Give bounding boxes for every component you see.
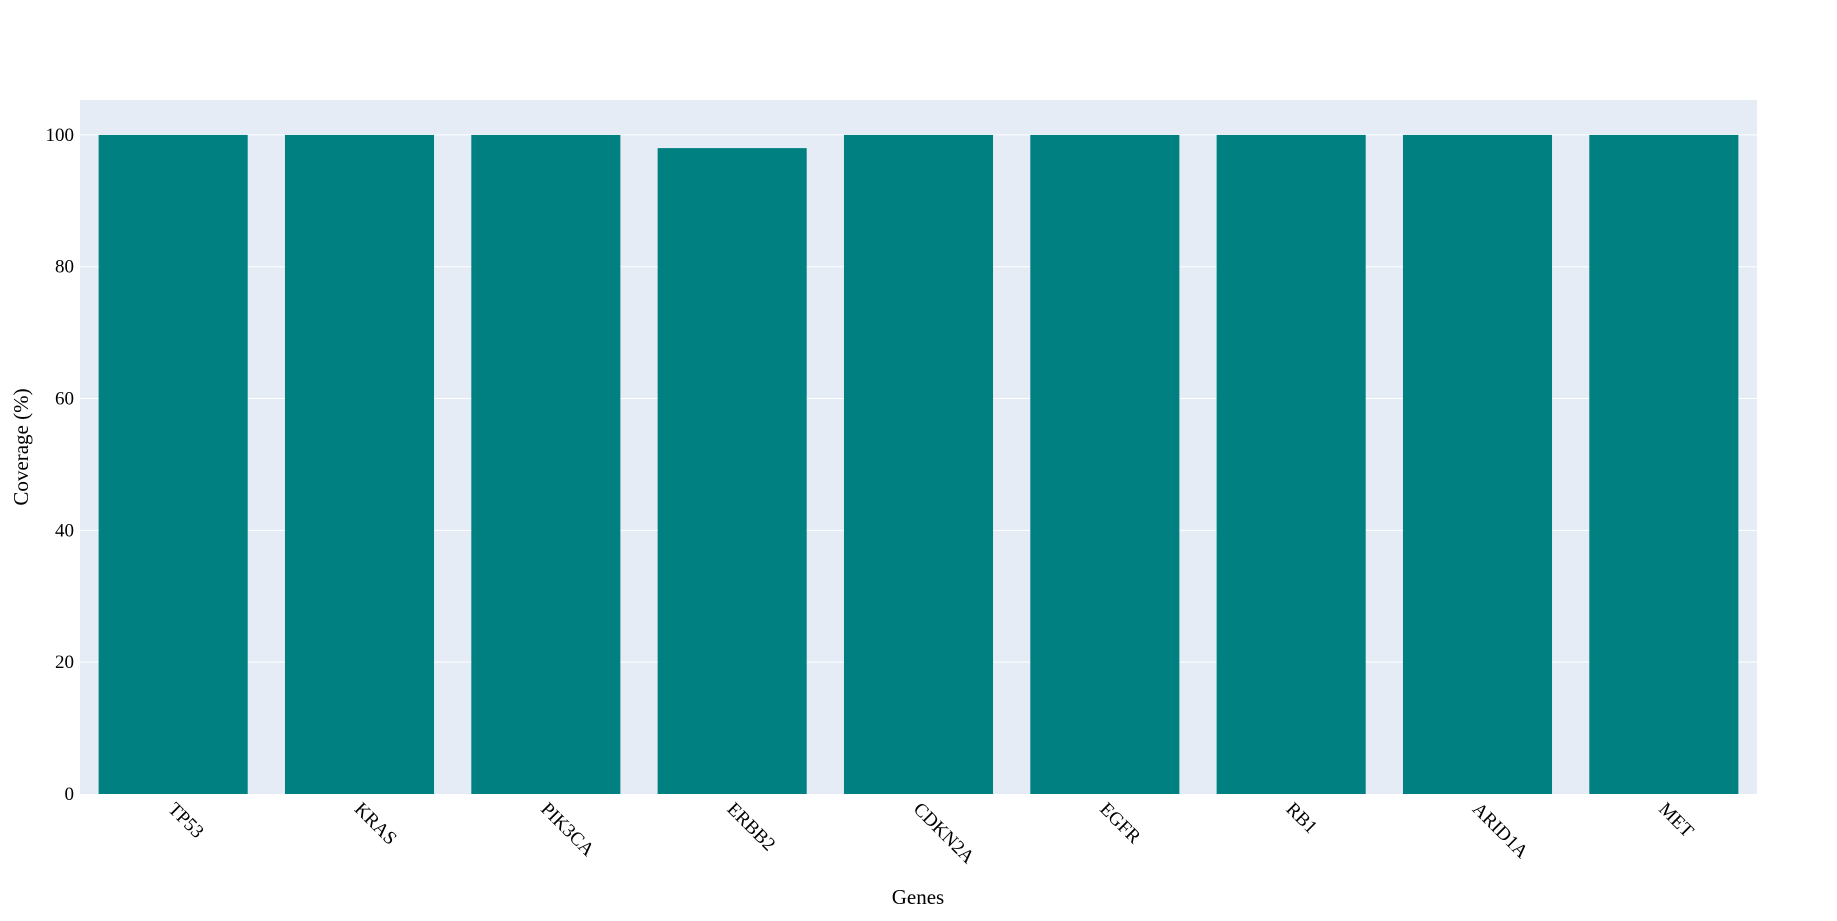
y-tick-label: 80	[55, 257, 74, 278]
x-tick-label: KRAS	[350, 799, 401, 850]
x-tick-label: ERBB2	[723, 799, 780, 856]
bar-kras	[284, 134, 435, 795]
bar-cdkn2a	[843, 134, 994, 795]
bar-arid1a	[1402, 134, 1553, 795]
x-tick-label: MET	[1654, 799, 1697, 842]
bar-pik3ca	[471, 134, 621, 795]
bars	[98, 134, 1739, 795]
bar-egfr	[1030, 134, 1180, 795]
bar-tp53	[98, 134, 248, 795]
x-axis-label: Genes	[892, 885, 944, 909]
x-tick-label: RB1	[1282, 799, 1321, 838]
bar-rb1	[1216, 134, 1366, 795]
y-tick-label: 60	[55, 389, 74, 410]
x-tick-label: ARID1A	[1468, 799, 1532, 863]
bar-met	[1589, 134, 1739, 795]
y-tick-label: 20	[55, 652, 74, 673]
y-tick-label: 40	[55, 520, 74, 541]
x-tick-label: PIK3CA	[536, 799, 598, 861]
x-tick-label: EGFR	[1095, 799, 1144, 848]
x-tick-label: TP53	[164, 799, 208, 843]
y-tick-label: 100	[46, 125, 75, 146]
bar-erbb2	[657, 148, 807, 794]
x-tick-label: CDKN2A	[909, 799, 979, 869]
y-axis-label: Coverage (%)	[9, 388, 33, 505]
x-tick-labels: TP53 KRAS PIK3CA ERBB2 CDKN2A EGFR RB1 ARID1A ME…	[164, 799, 1698, 869]
y-tick-labels: 0 20 40 60 80 100	[46, 125, 75, 805]
y-tick-label: 0	[65, 784, 75, 805]
